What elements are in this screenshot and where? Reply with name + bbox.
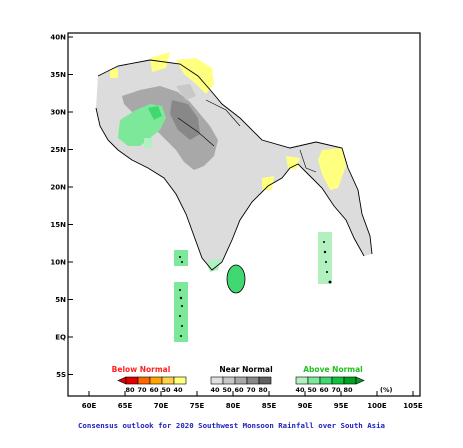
- map-caption: Consensus outlook for 2020 Southwest Mon…: [77, 421, 386, 430]
- legend-value: 60: [149, 386, 159, 394]
- above-normal-core: [148, 106, 162, 120]
- legend-near-scale: 40 50 60 70 80: [210, 376, 272, 394]
- legend-value: 60: [234, 386, 244, 394]
- lat-tick-label: 25N: [50, 146, 66, 154]
- legend-swatch: [331, 376, 345, 385]
- above-normal-andaman: [318, 232, 332, 284]
- legend-value: 50: [222, 386, 232, 394]
- grid-cells-50: [176, 84, 196, 100]
- legend-swatch: [307, 376, 321, 385]
- legend-value: 80: [258, 386, 268, 394]
- below-normal-region: [110, 52, 346, 190]
- legend-swatch: [161, 376, 175, 385]
- lat-tick-label: 30N: [50, 109, 66, 117]
- lon-tick-label: 80E: [226, 402, 241, 410]
- lat-tick-label: 5S: [56, 371, 66, 379]
- legend-unit: (%): [380, 386, 392, 394]
- legend-swatch: [234, 376, 248, 385]
- above-normal-lakshadweep: [174, 250, 188, 266]
- legend-value: 60: [319, 386, 329, 394]
- below-normal-north-2: [176, 58, 214, 94]
- above-normal-south-tip: [206, 258, 222, 272]
- legend-swatch: [343, 376, 357, 385]
- legend-swatch: [149, 376, 163, 385]
- legend-swatch: [222, 376, 236, 385]
- legend-value: 70: [331, 386, 341, 394]
- coastlines: [95, 59, 373, 271]
- legend-below-title: Below Normal: [112, 365, 171, 374]
- grid-cells-70: [170, 100, 200, 140]
- lat-tick-label: 10N: [50, 259, 66, 267]
- lat-tick-label: 15N: [50, 221, 66, 229]
- legend-value: 70: [246, 386, 256, 394]
- legend-swatch: [319, 376, 333, 385]
- legend-value: 50: [161, 386, 171, 394]
- lon-tick-label: 95E: [334, 402, 349, 410]
- below-normal-east-coast: [262, 176, 274, 190]
- below-normal-north-1: [150, 52, 170, 72]
- lat-tick-label: 5N: [55, 296, 66, 304]
- lon-tick-label: 105E: [403, 402, 423, 410]
- lon-tick-label: 60E: [82, 402, 97, 410]
- lon-tick-label: 70E: [154, 402, 169, 410]
- lat-tick-label: EQ: [55, 334, 66, 342]
- legend-value: 80: [125, 386, 135, 394]
- legend-above-title: Above Normal: [303, 365, 363, 374]
- below-normal-northwest: [110, 68, 118, 78]
- legend-swatch: [210, 376, 224, 385]
- lon-tick-label: 75E: [190, 402, 205, 410]
- lon-tick-label: 90E: [298, 402, 313, 410]
- latitude-ticks: 40N 35N 30N 25N 20N 15N 10N 5N EQ 5S: [50, 34, 73, 379]
- legend-swatch: [246, 376, 260, 385]
- island-dots: [179, 241, 332, 337]
- lon-tick-label: 85E: [262, 402, 277, 410]
- legend-value: 80: [343, 386, 353, 394]
- legend-above-scale: 40 50 60 70 80: [295, 376, 365, 394]
- lat-tick-label: 20N: [50, 184, 66, 192]
- legend-value: 50: [307, 386, 317, 394]
- below-normal-northeast: [318, 148, 346, 190]
- legend-swatch: [258, 376, 272, 385]
- legend-value: 40: [295, 386, 305, 394]
- legend: Below Normal Near Normal Above Normal 80…: [112, 365, 393, 394]
- legend-near-title: Near Normal: [219, 365, 272, 374]
- lon-tick-label: 100E: [367, 402, 387, 410]
- legend-value: 70: [137, 386, 147, 394]
- lat-tick-label: 35N: [50, 71, 66, 79]
- legend-swatch: [125, 376, 139, 385]
- lat-tick-label: 40N: [50, 34, 66, 42]
- legend-value: 40: [173, 386, 183, 394]
- below-normal-bengal: [286, 156, 300, 170]
- longitude-ticks: 60E 65E 70E 75E 80E 85E 90E 95E 100E 105E: [82, 391, 423, 410]
- legend-value: 40: [210, 386, 220, 394]
- legend-arrow: [355, 376, 365, 385]
- legend-swatch: [137, 376, 151, 385]
- legend-swatch: [295, 376, 309, 385]
- sri-lanka-island: [226, 264, 246, 294]
- above-normal-maldives: [174, 282, 188, 342]
- above-normal-edge: [144, 138, 152, 148]
- legend-swatch: [173, 376, 187, 385]
- legend-below-scale: 80 70 60 50 40: [117, 376, 187, 394]
- above-normal-region: [118, 104, 332, 342]
- lon-tick-label: 65E: [118, 402, 133, 410]
